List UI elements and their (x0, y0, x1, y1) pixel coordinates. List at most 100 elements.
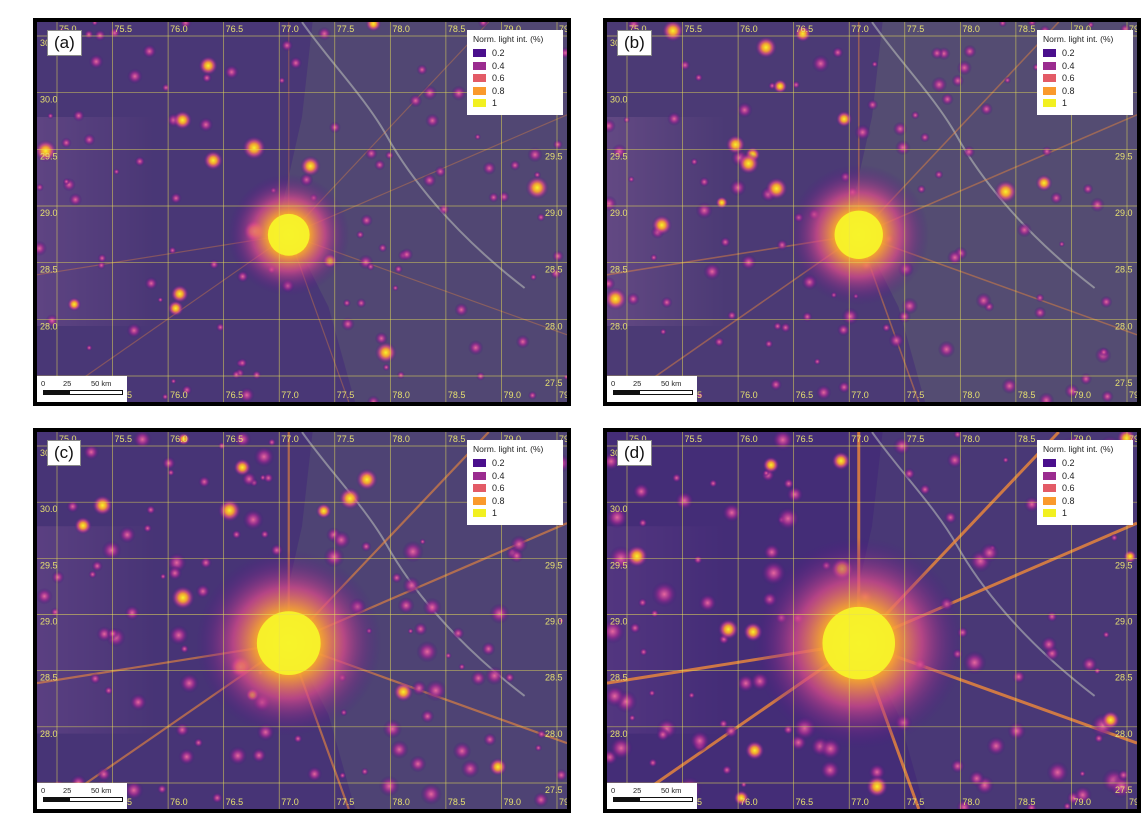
lon-label: 79.0 (503, 797, 521, 807)
settlement-light (626, 292, 640, 306)
town-light (607, 287, 627, 311)
lat-label: 29.5 (545, 151, 563, 161)
town-light (37, 139, 57, 163)
settlement-light (396, 370, 406, 380)
town-light (365, 22, 382, 32)
settlement-light (68, 192, 83, 207)
settlement-light (740, 254, 757, 271)
settlement-light (374, 159, 386, 171)
settlement-light (802, 311, 813, 323)
settlement-light (607, 506, 629, 529)
settlement-light (482, 161, 497, 175)
town-light (242, 136, 266, 160)
settlement-light (167, 468, 175, 477)
settlement-light (251, 747, 267, 763)
settlement-light (813, 358, 821, 366)
settlement-light (689, 730, 711, 752)
settlement-light (931, 76, 948, 93)
legend-title: Norm. light int. (%) (1043, 444, 1114, 454)
settlement-light (1035, 293, 1045, 303)
settlement-light (1016, 222, 1032, 238)
settlement-light (126, 323, 142, 338)
town-light (233, 458, 252, 477)
town-light (170, 284, 189, 304)
settlement-light (178, 748, 196, 766)
town-light (661, 22, 684, 42)
lon-label: 78.5 (448, 434, 466, 444)
lon-label: 79.5 (1129, 390, 1137, 400)
settlement-light (626, 22, 641, 32)
settlement-light (237, 358, 248, 368)
settlement-light (181, 384, 193, 396)
legend-swatch (1043, 61, 1056, 70)
map-panel-d: 75.075.075.575.576.076.076.576.577.077.0… (603, 428, 1141, 813)
legend-value: 0.8 (492, 495, 505, 506)
lat-label: 28.0 (545, 321, 563, 331)
settlement-light (157, 784, 168, 795)
settlement-light (238, 387, 255, 402)
settlement-light (385, 150, 394, 160)
lon-label: 76.5 (796, 434, 814, 444)
scale-bar: 0 25 50 km (607, 783, 697, 809)
town-light (794, 25, 812, 43)
settlement-light (45, 314, 59, 328)
river (871, 22, 1096, 289)
settlement-light (1050, 191, 1063, 205)
scale-label: 25 (63, 379, 72, 388)
lon-label: 79.5 (559, 797, 567, 807)
lon-label: 79.0 (1073, 434, 1091, 444)
legend-value: 0.8 (1062, 495, 1075, 506)
river (871, 432, 1096, 697)
legend-item: 0.4 (473, 470, 557, 483)
lat-label: 29.5 (40, 560, 58, 570)
settlement-light (96, 766, 112, 782)
settlement-light (791, 80, 801, 89)
settlement-light (1099, 347, 1109, 358)
settlement-light (129, 693, 147, 711)
settlement-light (888, 332, 905, 349)
legend-swatch (1043, 86, 1056, 95)
settlement-light (360, 214, 373, 227)
settlement-light (533, 792, 549, 808)
settlement-light (60, 137, 72, 149)
settlement-light (962, 650, 987, 675)
legend-swatch (1043, 471, 1056, 480)
settlement-light (224, 64, 240, 80)
settlement-light (695, 201, 713, 220)
settlement-light (1038, 392, 1055, 402)
town-light (625, 545, 649, 568)
settlement-light (434, 165, 447, 178)
lat-label: 29.0 (545, 208, 563, 218)
settlement-light (37, 240, 48, 257)
settlement-light (529, 273, 537, 281)
legend-item: 0.2 (1043, 47, 1127, 60)
lon-label: 79.5 (559, 434, 567, 444)
legend-item: 0.6 (473, 482, 557, 495)
settlement-light (980, 102, 993, 116)
settlement-light (356, 230, 365, 239)
settlement-light (946, 452, 963, 469)
lat-label: 27.5 (1115, 785, 1133, 795)
settlement-light (696, 391, 704, 399)
settlement-light (159, 573, 167, 580)
lon-label: 78.0 (962, 797, 980, 807)
legend-swatch (473, 61, 486, 70)
lon-label: 79.0 (503, 24, 521, 34)
lat-label: 28.0 (545, 729, 563, 739)
legend: Norm. light int. (%) 0.2 0.4 0.6 0.8 1 (467, 30, 563, 115)
town-light (835, 110, 853, 128)
settlement-light (736, 101, 753, 119)
settlement-light (378, 775, 400, 797)
settlement-light (470, 670, 487, 687)
settlement-light (609, 736, 633, 760)
legend-value: 0.4 (1062, 470, 1075, 481)
town-light (167, 300, 184, 317)
settlement-light (83, 29, 94, 40)
panel-label-d: (d) (617, 440, 652, 466)
settlement-light (424, 679, 447, 702)
settlement-light (509, 159, 521, 171)
legend-item: 1 (1043, 507, 1127, 520)
settlement-light (554, 768, 567, 782)
lat-label: 28.0 (610, 321, 628, 331)
settlement-light (416, 640, 439, 663)
